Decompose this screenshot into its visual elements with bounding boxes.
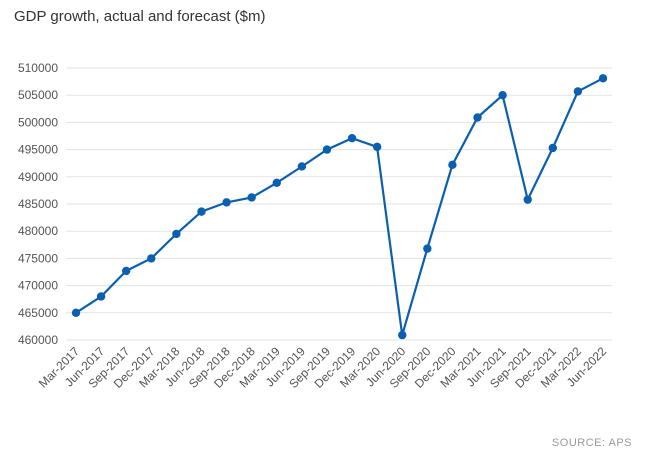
data-point [297, 162, 307, 171]
data-point [347, 133, 357, 143]
y-tick-label: 490000 [18, 170, 58, 184]
data-point [423, 244, 432, 253]
series-line [75, 77, 604, 336]
data-point [147, 254, 156, 263]
y-tick-label: 510000 [18, 61, 58, 75]
y-tick-label: 460000 [18, 333, 58, 347]
data-point [272, 178, 281, 187]
source-label: SOURCE: APS [551, 437, 632, 449]
data-point [247, 193, 256, 202]
data-point [322, 145, 332, 154]
data-point [573, 87, 583, 96]
y-tick-label: 495000 [18, 143, 58, 157]
grid-lines [66, 67, 612, 341]
data-point [222, 198, 231, 207]
data-point [96, 292, 106, 301]
data-point [548, 143, 558, 153]
data-point [197, 207, 206, 216]
y-tick-label: 485000 [18, 197, 58, 211]
y-tick-label: 505000 [18, 88, 58, 102]
y-axis-ticks: 460000 465000 470000 475000 480000 485000 4900… [18, 61, 58, 347]
data-point [598, 74, 608, 83]
data-point [172, 229, 181, 239]
x-axis-ticks: Mar-2017Jun-2017Sep-2017Dec-2017Mar-2018… [36, 344, 609, 391]
y-tick-label: 480000 [18, 224, 58, 238]
data-point [398, 330, 407, 340]
data-point [372, 142, 382, 152]
data-point [448, 160, 457, 170]
y-tick-label: 475000 [18, 251, 58, 265]
data-point [71, 308, 81, 317]
data-point [523, 195, 532, 204]
data-point [121, 266, 131, 276]
y-tick-label: 500000 [18, 115, 58, 129]
data-point [498, 91, 507, 100]
data-point [473, 113, 482, 122]
data-points [71, 74, 608, 340]
chart-title: GDP growth, actual and forecast ($m) [14, 8, 266, 25]
y-tick-label: 465000 [18, 306, 58, 320]
y-tick-label: 470000 [18, 279, 58, 293]
